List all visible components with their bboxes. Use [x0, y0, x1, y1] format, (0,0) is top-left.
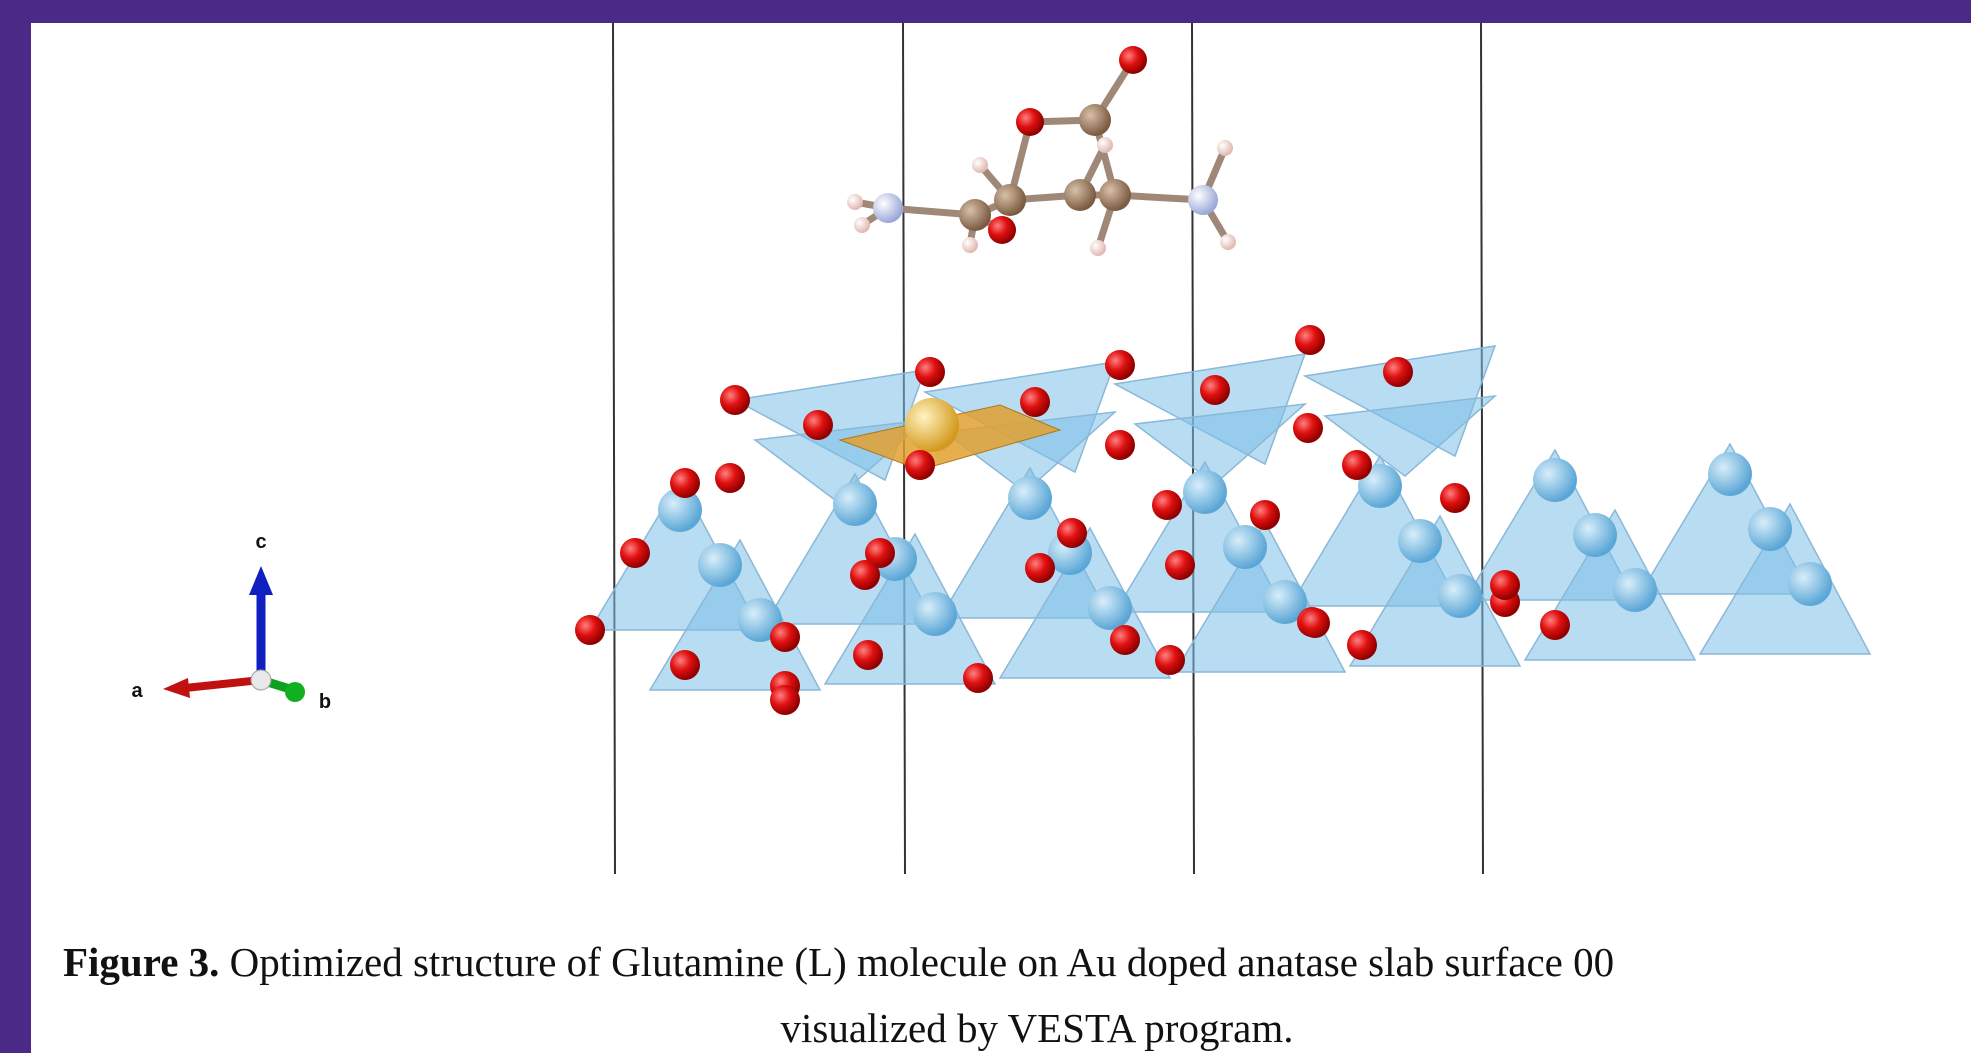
ti-atom	[1088, 586, 1132, 630]
atom	[1090, 240, 1106, 256]
atom	[1079, 104, 1111, 136]
o-atom	[1200, 375, 1230, 405]
o-atom	[1057, 518, 1087, 548]
o-atom	[620, 538, 650, 568]
ti-atom	[1398, 519, 1442, 563]
o-atom	[1347, 630, 1377, 660]
ti-atom	[698, 543, 742, 587]
caption-line-1: Figure 3. Optimized structure of Glutami…	[63, 939, 1614, 985]
ti-atom	[1748, 507, 1792, 551]
o-atom	[720, 385, 750, 415]
o-atom	[1105, 430, 1135, 460]
atom	[1097, 137, 1113, 153]
ti-atom	[1183, 470, 1227, 514]
o-atom	[1165, 550, 1195, 580]
o-atom	[1383, 357, 1413, 387]
atom	[873, 193, 903, 223]
o-atom	[963, 663, 993, 693]
atom	[847, 194, 863, 210]
axis-c-label: c	[255, 531, 266, 553]
o-atom	[1540, 610, 1570, 640]
ti-atom	[833, 482, 877, 526]
axis-a-label: a	[131, 680, 143, 702]
o-atom	[905, 450, 935, 480]
atom	[972, 157, 988, 173]
atom	[962, 237, 978, 253]
o-atom	[1300, 608, 1330, 638]
ti-atom	[913, 592, 957, 636]
axis-b-label: b	[319, 691, 331, 713]
o-atom	[1295, 325, 1325, 355]
o-atom	[803, 410, 833, 440]
ti-atom	[1008, 476, 1052, 520]
atom	[854, 217, 870, 233]
o-atom	[670, 650, 700, 680]
page: {"figure": {"axes": {"a": "a", "b": "b",…	[0, 0, 1971, 1053]
o-atom	[770, 685, 800, 715]
o-atom	[1105, 350, 1135, 380]
o-atom	[1293, 413, 1323, 443]
ti-atom	[1573, 513, 1617, 557]
ti-atom	[1223, 525, 1267, 569]
o-atom	[1155, 645, 1185, 675]
atom	[1119, 46, 1147, 74]
o-atom	[1342, 450, 1372, 480]
atom	[994, 184, 1026, 216]
au-atom	[905, 398, 959, 452]
ti-atom	[1438, 574, 1482, 618]
o-atom	[1250, 500, 1280, 530]
o-atom	[1110, 625, 1140, 655]
o-atom	[575, 615, 605, 645]
o-atom	[1020, 387, 1050, 417]
o-atom	[770, 622, 800, 652]
ti-atom	[1533, 458, 1577, 502]
caption-label: Figure 3.	[63, 939, 219, 985]
o-atom	[670, 468, 700, 498]
o-atom	[1440, 483, 1470, 513]
atom	[959, 199, 991, 231]
o-atom	[1490, 570, 1520, 600]
ti-atom	[1708, 452, 1752, 496]
ti-atom	[1788, 562, 1832, 606]
atom	[1016, 108, 1044, 136]
caption-line-2: visualized by VESTA program.	[781, 1005, 1294, 1051]
screenshot: c a b Figure 3. Optimized structure of G…	[0, 0, 1971, 1053]
atom	[1220, 234, 1236, 250]
caption-text: Optimized structure of Glutamine (L) mol…	[230, 939, 1614, 985]
o-atom	[850, 560, 880, 590]
atom	[1188, 185, 1218, 215]
ti-atom	[1613, 568, 1657, 612]
atom	[1099, 179, 1131, 211]
o-atom	[1025, 553, 1055, 583]
o-atom	[1152, 490, 1182, 520]
o-atom	[853, 640, 883, 670]
o-atom	[715, 463, 745, 493]
o-atom	[915, 357, 945, 387]
atom	[1217, 140, 1233, 156]
atom	[988, 216, 1016, 244]
atom	[1064, 179, 1096, 211]
